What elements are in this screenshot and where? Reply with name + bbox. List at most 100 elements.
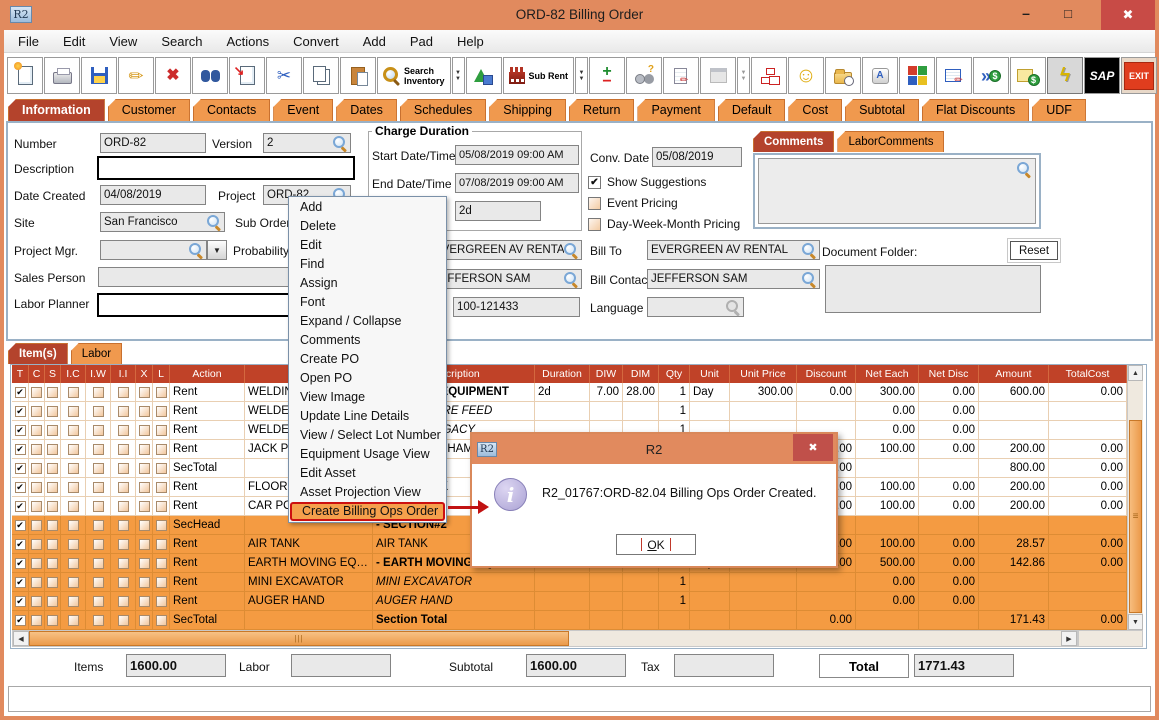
row-checkbox-c[interactable] (31, 538, 42, 550)
end-datetime-field[interactable]: 07/08/2019 09:00 AM (455, 173, 579, 193)
customer-field[interactable]: EVERGREEN AV RENTAL (430, 240, 582, 260)
column-header[interactable]: DIW (590, 365, 623, 383)
row-checkbox-iw[interactable] (92, 405, 104, 417)
search-icon[interactable] (564, 272, 578, 286)
group-query-button[interactable] (626, 57, 663, 94)
row-checkbox-x[interactable] (138, 595, 150, 607)
context-menu-item[interactable]: View / Select Lot Number (300, 428, 441, 442)
main-tab[interactable]: Default (717, 99, 786, 121)
column-header[interactable]: Amount (979, 365, 1049, 383)
horizontal-scrollbar[interactable]: ◀ ||| ▶ (12, 630, 1078, 647)
contact-button[interactable]: ☺ (788, 57, 825, 94)
row-checkbox-l[interactable] (155, 538, 167, 550)
column-header[interactable]: TotalCost (1049, 365, 1127, 383)
row-checkbox-ic[interactable] (67, 462, 79, 474)
main-tab[interactable]: Payment (637, 99, 715, 121)
row-checkbox-l[interactable] (155, 500, 167, 512)
main-tab[interactable]: Schedules (399, 99, 487, 121)
copy-button[interactable] (303, 57, 339, 94)
print-button[interactable] (44, 57, 80, 94)
context-menu-item[interactable]: Equipment Usage View (300, 447, 430, 461)
reset-button[interactable]: Reset (1007, 238, 1061, 263)
calendar-button[interactable] (700, 57, 737, 94)
show-suggestions-option[interactable]: Show Suggestions (588, 175, 706, 189)
table-row[interactable]: Rent WELDER WIRE FEED WELDER WIRE FEED 1… (12, 402, 1127, 421)
context-menu-item[interactable]: Delete (300, 219, 337, 233)
row-checkbox-s[interactable] (47, 500, 58, 512)
bill-to-field[interactable]: EVERGREEN AV RENTAL (647, 240, 820, 260)
row-checkbox-c[interactable] (31, 500, 42, 512)
row-checkbox-t[interactable] (14, 386, 26, 398)
menu-item[interactable]: Convert (293, 33, 339, 49)
horizontal-scroll-thumb[interactable]: ||| (29, 631, 569, 646)
row-checkbox-c[interactable] (31, 481, 42, 493)
row-checkbox-l[interactable] (155, 462, 167, 474)
row-checkbox-l[interactable] (155, 443, 167, 455)
column-header[interactable]: DIM (623, 365, 659, 383)
context-menu-item[interactable]: Open PO (300, 371, 353, 385)
notepad-button[interactable]: ✏ (663, 57, 700, 94)
row-checkbox-iw[interactable] (92, 462, 104, 474)
search-icon[interactable] (802, 272, 816, 286)
project-mgr-dropdown[interactable]: ▼ (207, 240, 227, 260)
row-checkbox-ic[interactable] (67, 576, 79, 588)
row-checkbox-ic[interactable] (67, 614, 79, 626)
row-checkbox-s[interactable] (47, 443, 58, 455)
row-checkbox-s[interactable] (47, 576, 58, 588)
column-header[interactable]: Discount (797, 365, 856, 383)
row-checkbox-x[interactable] (138, 576, 150, 588)
column-header[interactable]: Duration (535, 365, 590, 383)
row-checkbox-iw[interactable] (92, 538, 104, 550)
row-checkbox-ii[interactable] (117, 595, 129, 607)
row-checkbox-l[interactable] (155, 557, 167, 569)
menu-item[interactable]: Actions (226, 33, 270, 49)
row-checkbox-c[interactable] (31, 462, 42, 474)
column-header[interactable]: Net Disc (919, 365, 979, 383)
column-header[interactable]: Qty (659, 365, 690, 383)
comments-textarea[interactable] (758, 158, 1036, 224)
row-checkbox-iw[interactable] (92, 576, 104, 588)
row-checkbox-ii[interactable] (117, 519, 129, 531)
context-menu-item[interactable]: Edit Asset (300, 466, 356, 480)
ok-button[interactable]: OK (616, 534, 696, 555)
contact-field[interactable]: JEFFERSON SAM (430, 269, 582, 289)
context-menu-item[interactable]: Create PO (300, 352, 360, 366)
row-checkbox-l[interactable] (155, 576, 167, 588)
row-checkbox-t[interactable] (14, 576, 26, 588)
menu-item[interactable]: Add (362, 33, 386, 49)
inventory-blocks-button[interactable] (899, 57, 936, 94)
row-checkbox-c[interactable] (31, 576, 42, 588)
search-icon[interactable] (333, 136, 347, 150)
search-icon[interactable] (189, 243, 203, 257)
row-checkbox-ii[interactable] (117, 614, 129, 626)
row-checkbox-s[interactable] (47, 481, 58, 493)
search-inventory-button[interactable]: Search Inventory (377, 57, 451, 94)
maximize-button[interactable]: □ (1064, 6, 1072, 21)
search-icon[interactable] (207, 215, 221, 229)
calendar-dropdown[interactable]: ▼ ▼ (737, 57, 751, 94)
column-header[interactable]: X (136, 365, 153, 383)
scroll-left-button[interactable]: ◀ (13, 631, 29, 646)
dialog-close-button[interactable]: ✖ (793, 434, 833, 461)
row-checkbox-ic[interactable] (67, 557, 79, 569)
items-tab[interactable]: Labor (70, 343, 123, 364)
row-checkbox-l[interactable] (155, 519, 167, 531)
reference-field[interactable]: 100-121433 (453, 297, 580, 317)
row-checkbox-t[interactable] (14, 424, 26, 436)
conv-date-field[interactable]: 05/08/2019 (652, 147, 742, 167)
row-checkbox-t[interactable] (14, 538, 26, 550)
main-tab[interactable]: Customer (107, 99, 190, 121)
scroll-down-button[interactable]: ▼ (1128, 614, 1143, 630)
checked-checkbox-icon[interactable] (588, 175, 601, 189)
items-tab[interactable]: Item(s) (8, 343, 68, 364)
invoice-notes-button[interactable]: $ (1010, 57, 1047, 94)
history-folder-button[interactable] (825, 57, 862, 94)
main-tab[interactable]: Cost (788, 99, 843, 121)
sub-rent-button[interactable]: Sub Rent (502, 57, 575, 94)
scroll-right-button[interactable]: ▶ (1061, 631, 1077, 646)
row-checkbox-ii[interactable] (117, 557, 129, 569)
row-checkbox-x[interactable] (138, 386, 150, 398)
context-menu-item[interactable]: Font (300, 295, 326, 309)
table-row[interactable]: Rent AUGER HAND AUGER HAND 1 0.00 0.00 (12, 592, 1127, 611)
row-checkbox-iw[interactable] (92, 443, 104, 455)
